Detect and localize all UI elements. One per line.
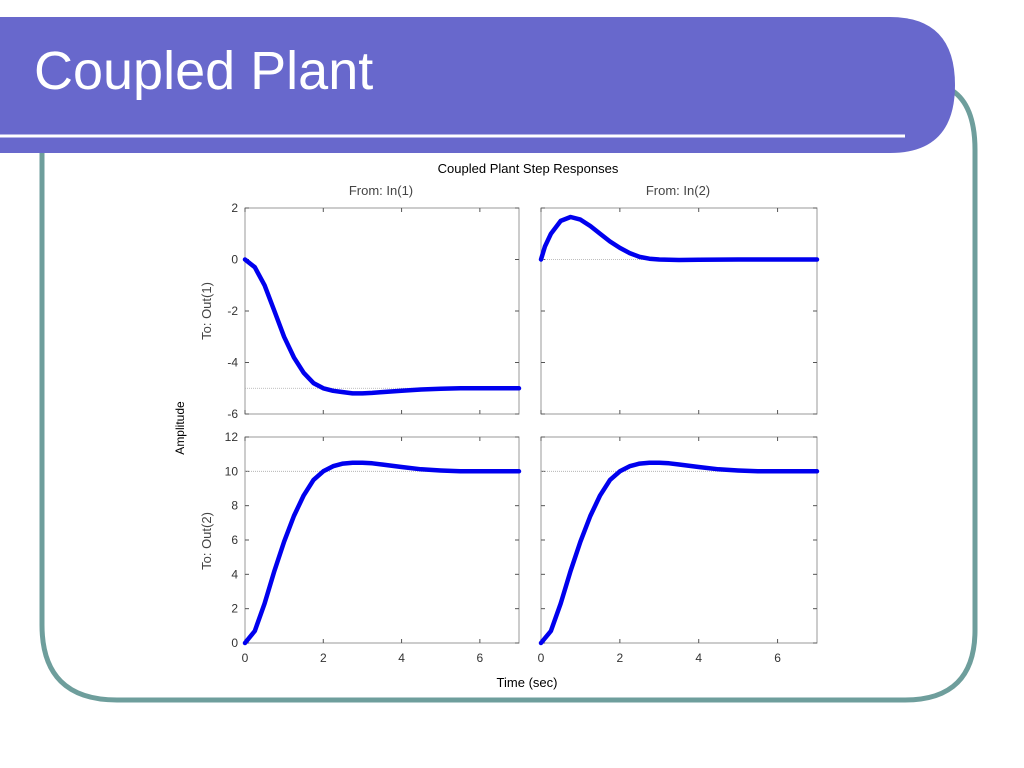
- y-axis-label: Amplitude: [173, 401, 187, 455]
- x-axis-label: Time (sec): [497, 675, 558, 690]
- y-tick-label: 6: [231, 533, 238, 547]
- y-tick-label: 12: [225, 430, 239, 444]
- x-tick-label: 0: [538, 651, 545, 665]
- y-tick-label: 4: [231, 567, 238, 581]
- y-tick-label: 8: [231, 499, 238, 513]
- response-curve: [242, 460, 522, 646]
- y-tick-label: -6: [227, 407, 238, 421]
- axes-box: [244, 207, 520, 415]
- column-title-2: From: In(2): [646, 183, 710, 198]
- x-tick-label: 6: [774, 651, 781, 665]
- x-tick-label: 0: [242, 651, 249, 665]
- chart-title: Coupled Plant Step Responses: [438, 161, 619, 176]
- y-tick-label: -4: [227, 356, 238, 370]
- response-curve: [538, 214, 820, 263]
- subplot-r2-c2: 0 2 4 6: [538, 436, 820, 665]
- subplot-r1-c1: 2 0 -2 -4 -6: [227, 201, 522, 421]
- title-banner: [0, 17, 955, 153]
- y-tick-label: 0: [231, 253, 238, 267]
- y-tick-label: 10: [225, 464, 239, 478]
- y-tick-label: 2: [231, 201, 238, 215]
- row-title-1: To: Out(1): [199, 282, 214, 340]
- response-curve: [242, 257, 522, 396]
- subplot-r2-c1: 12 10 8 6 4 2 00 2 4 6: [225, 430, 522, 665]
- slide-title: Coupled Plant: [34, 41, 374, 101]
- x-tick-label: 2: [617, 651, 624, 665]
- content-border: [39, 82, 978, 703]
- y-tick-label: 0: [231, 636, 238, 650]
- row-title-2: To: Out(2): [199, 512, 214, 570]
- y-tick-label: -2: [227, 304, 238, 318]
- x-tick-label: 2: [320, 651, 327, 665]
- subplot-r1-c2: [538, 207, 820, 415]
- x-tick-label: 4: [695, 651, 702, 665]
- column-title-1: From: In(1): [349, 183, 413, 198]
- y-tick-label: 2: [231, 602, 238, 616]
- response-curve: [538, 460, 820, 646]
- axes-box: [540, 207, 818, 415]
- x-tick-label: 4: [398, 651, 405, 665]
- x-tick-label: 6: [477, 651, 484, 665]
